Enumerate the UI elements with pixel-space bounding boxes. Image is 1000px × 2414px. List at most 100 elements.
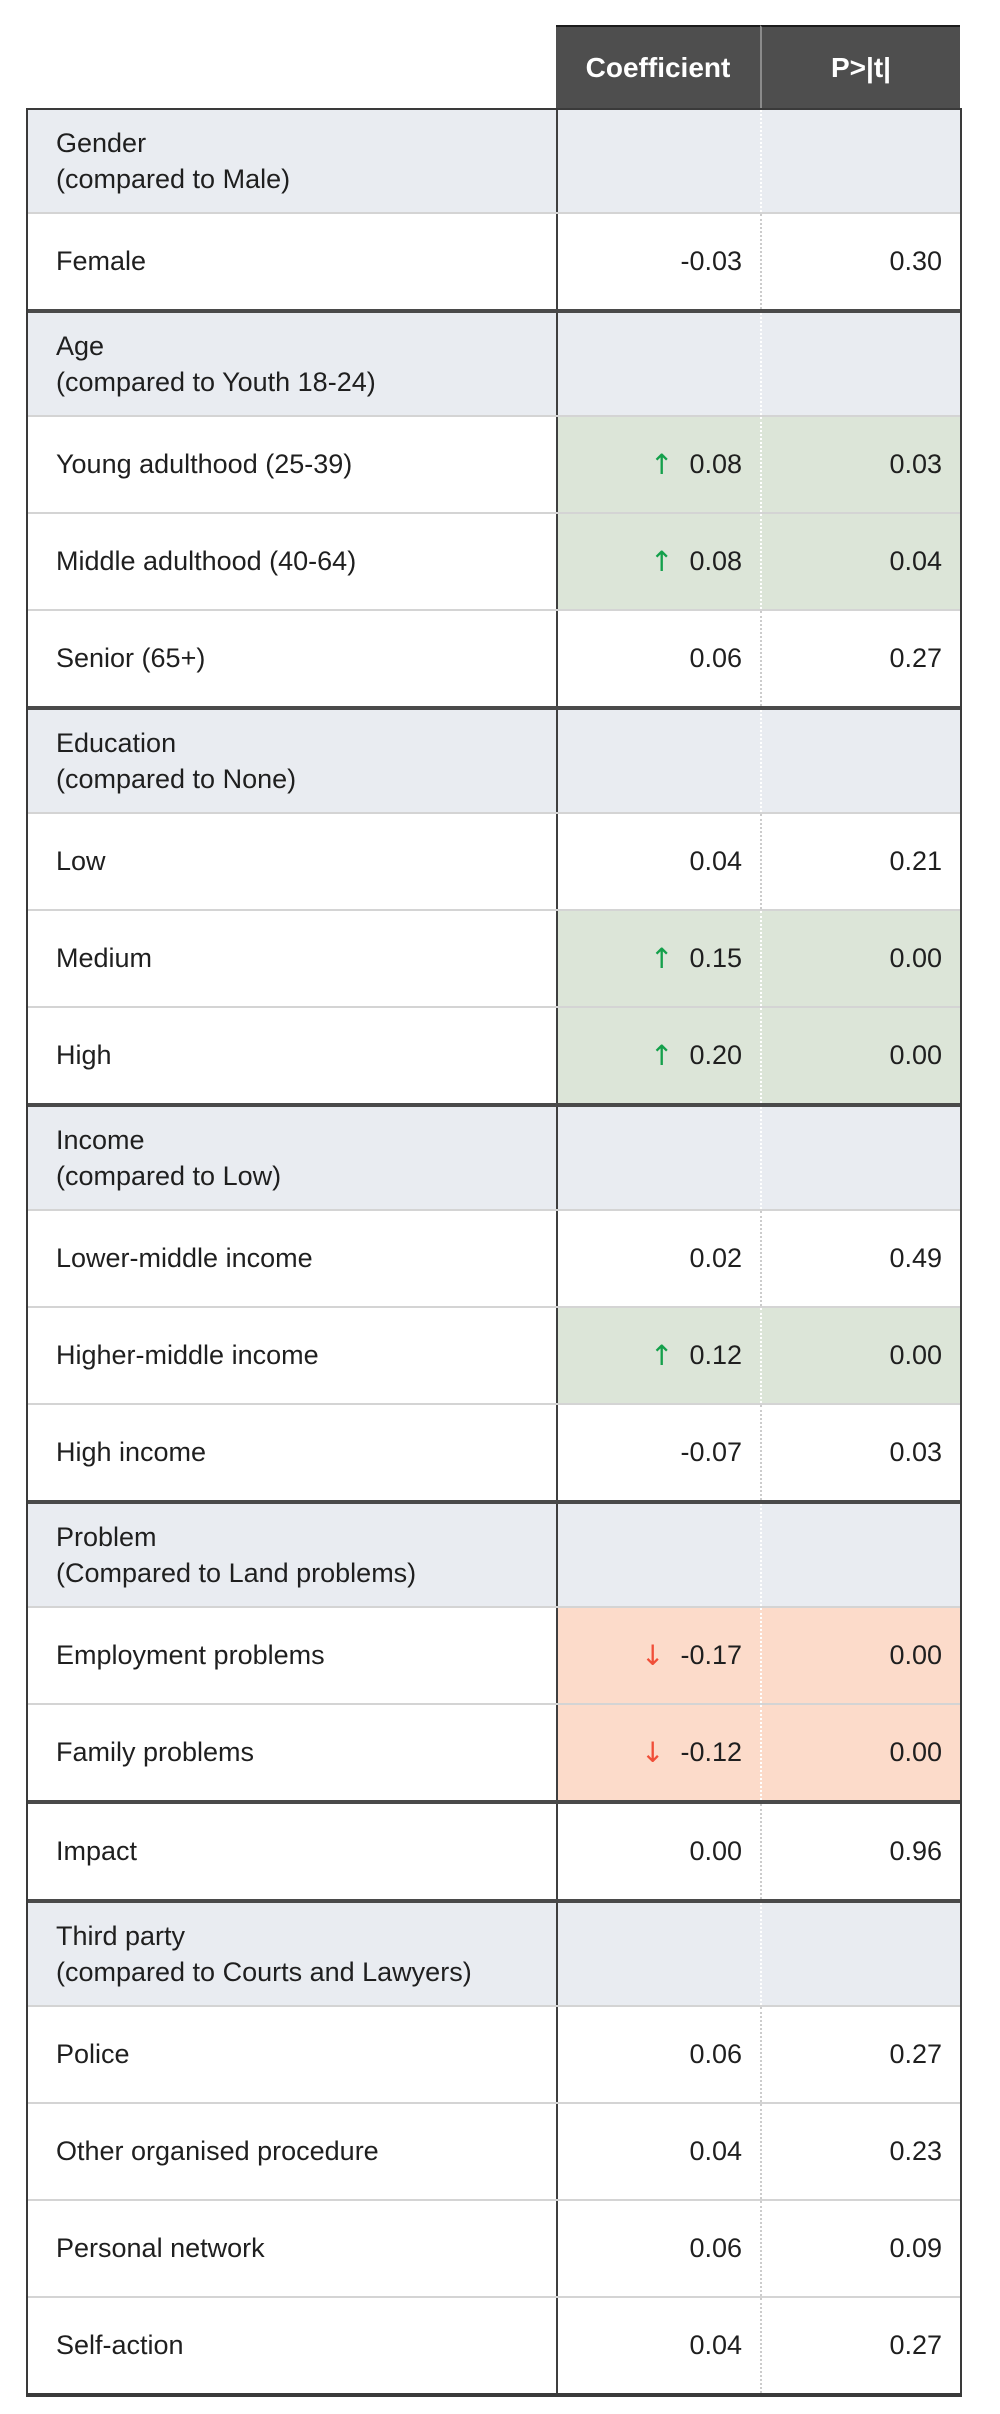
row-label: Young adulthood (25-39) xyxy=(56,449,353,479)
row-label: High income xyxy=(56,1437,207,1467)
section-header-row-age: Age (compared to Youth 18-24) xyxy=(28,309,960,415)
table-row-high-income: High income -0.07 0.03 xyxy=(28,1403,960,1500)
table-row-senior: Senior (65+) 0.06 0.27 xyxy=(28,609,960,706)
down-arrow-icon: ↓ xyxy=(640,1638,665,1672)
p-value: 0.09 xyxy=(760,2201,960,2296)
coefficient-value: 0.04 xyxy=(556,814,760,909)
coefficient-value: ↓ -0.12 xyxy=(556,1705,760,1800)
row-label: Medium xyxy=(56,943,153,973)
up-arrow-icon: ↑ xyxy=(649,1038,674,1072)
p-value: 0.21 xyxy=(760,814,960,909)
empty-p-cell xyxy=(760,710,960,812)
coefficient-value: -0.07 xyxy=(556,1405,760,1500)
column-header-p-value: P>|t| xyxy=(760,25,960,108)
empty-coefficient-cell xyxy=(556,1504,760,1606)
table-row-female: Female -0.03 0.30 xyxy=(28,212,960,309)
empty-p-cell xyxy=(760,313,960,415)
empty-coefficient-cell xyxy=(556,1107,760,1209)
table-header: Coefficient P>|t| xyxy=(26,25,962,108)
row-label: Personal network xyxy=(56,2233,265,2263)
p-value: 0.49 xyxy=(760,1211,960,1306)
table-row-higher-middle-income: Higher-middle income ↑ 0.12 0.00 xyxy=(28,1306,960,1403)
empty-p-cell xyxy=(760,1903,960,2005)
empty-p-cell xyxy=(760,110,960,212)
row-label: Self-action xyxy=(56,2330,184,2360)
table-body: Gender (compared to Male) Female -0.03 0… xyxy=(26,108,962,2397)
empty-coefficient-cell xyxy=(556,710,760,812)
coefficient-value: 0.06 xyxy=(556,611,760,706)
table-row-middle-adulthood: Middle adulthood (40-64) ↑ 0.08 0.04 xyxy=(28,512,960,609)
row-label: Low xyxy=(56,846,106,876)
coefficient-value: 0.06 xyxy=(556,2201,760,2296)
p-value: 0.00 xyxy=(760,1308,960,1403)
row-label: Family problems xyxy=(56,1737,255,1767)
section-header-row-third-party: Third party (compared to Courts and Lawy… xyxy=(28,1899,960,2005)
row-label: Police xyxy=(56,2039,130,2069)
section-label: Education (compared to None) xyxy=(56,728,297,794)
table-row-low: Low 0.04 0.21 xyxy=(28,812,960,909)
section-header-row-gender: Gender (compared to Male) xyxy=(28,110,960,212)
p-value: 0.00 xyxy=(760,1705,960,1800)
coefficient-value: 0.04 xyxy=(556,2298,760,2393)
regression-results-table: Coefficient P>|t| Gender (compared to Ma… xyxy=(26,25,962,2397)
table-row-other-organised-procedure: Other organised procedure 0.04 0.23 xyxy=(28,2102,960,2199)
p-value: 0.27 xyxy=(760,611,960,706)
empty-p-cell xyxy=(760,1504,960,1606)
coefficient-value: ↑ 0.15 xyxy=(556,911,760,1006)
table-row-young-adulthood: Young adulthood (25-39) ↑ 0.08 0.03 xyxy=(28,415,960,512)
p-value: 0.00 xyxy=(760,1008,960,1103)
down-arrow-icon: ↓ xyxy=(640,1735,665,1769)
section-header-row-education: Education (compared to None) xyxy=(28,706,960,812)
p-value: 0.27 xyxy=(760,2007,960,2102)
up-arrow-icon: ↑ xyxy=(649,544,674,578)
table-row-high: High ↑ 0.20 0.00 xyxy=(28,1006,960,1103)
empty-coefficient-cell xyxy=(556,313,760,415)
table-row-family-problems: Family problems ↓ -0.12 0.00 xyxy=(28,1703,960,1800)
coefficient-value: ↓ -0.17 xyxy=(556,1608,760,1703)
table-row-impact: Impact 0.00 0.96 xyxy=(28,1800,960,1899)
coefficient-value: ↑ 0.08 xyxy=(556,514,760,609)
coefficient-value: 0.04 xyxy=(556,2104,760,2199)
header-spacer xyxy=(26,25,556,108)
section-label: Gender (compared to Male) xyxy=(56,128,291,194)
coefficient-value: 0.00 xyxy=(556,1804,760,1899)
up-arrow-icon: ↑ xyxy=(649,447,674,481)
row-label: Impact xyxy=(56,1836,138,1866)
up-arrow-icon: ↑ xyxy=(649,941,674,975)
coefficient-value: 0.02 xyxy=(556,1211,760,1306)
empty-coefficient-cell xyxy=(556,110,760,212)
table-row-police: Police 0.06 0.27 xyxy=(28,2005,960,2102)
coefficient-value: -0.03 xyxy=(556,214,760,309)
p-value: 0.04 xyxy=(760,514,960,609)
row-label: Middle adulthood (40-64) xyxy=(56,546,357,576)
coefficient-value: 0.06 xyxy=(556,2007,760,2102)
p-value: 0.27 xyxy=(760,2298,960,2393)
row-label: Other organised procedure xyxy=(56,2136,379,2166)
row-label: High xyxy=(56,1040,112,1070)
p-value: 0.03 xyxy=(760,1405,960,1500)
row-label: Lower-middle income xyxy=(56,1243,313,1273)
row-label: Female xyxy=(56,246,147,276)
column-header-coefficient: Coefficient xyxy=(556,25,760,108)
p-value: 0.00 xyxy=(760,1608,960,1703)
table-row-personal-network: Personal network 0.06 0.09 xyxy=(28,2199,960,2296)
coefficient-value: ↑ 0.12 xyxy=(556,1308,760,1403)
table-row-self-action: Self-action 0.04 0.27 xyxy=(28,2296,960,2393)
table-row-lower-middle-income: Lower-middle income 0.02 0.49 xyxy=(28,1209,960,1306)
section-label: Third party (compared to Courts and Lawy… xyxy=(56,1921,472,1987)
section-label: Problem (Compared to Land problems) xyxy=(56,1522,417,1588)
section-header-row-income: Income (compared to Low) xyxy=(28,1103,960,1209)
row-label: Senior (65+) xyxy=(56,643,206,673)
p-value: 0.23 xyxy=(760,2104,960,2199)
p-value: 0.96 xyxy=(760,1804,960,1899)
section-label: Income (compared to Low) xyxy=(56,1125,282,1191)
row-label: Higher-middle income xyxy=(56,1340,319,1370)
p-value: 0.03 xyxy=(760,417,960,512)
coefficient-value: ↑ 0.20 xyxy=(556,1008,760,1103)
table-row-medium: Medium ↑ 0.15 0.00 xyxy=(28,909,960,1006)
p-value: 0.30 xyxy=(760,214,960,309)
empty-p-cell xyxy=(760,1107,960,1209)
empty-coefficient-cell xyxy=(556,1903,760,2005)
up-arrow-icon: ↑ xyxy=(649,1338,674,1372)
row-label: Employment problems xyxy=(56,1640,325,1670)
